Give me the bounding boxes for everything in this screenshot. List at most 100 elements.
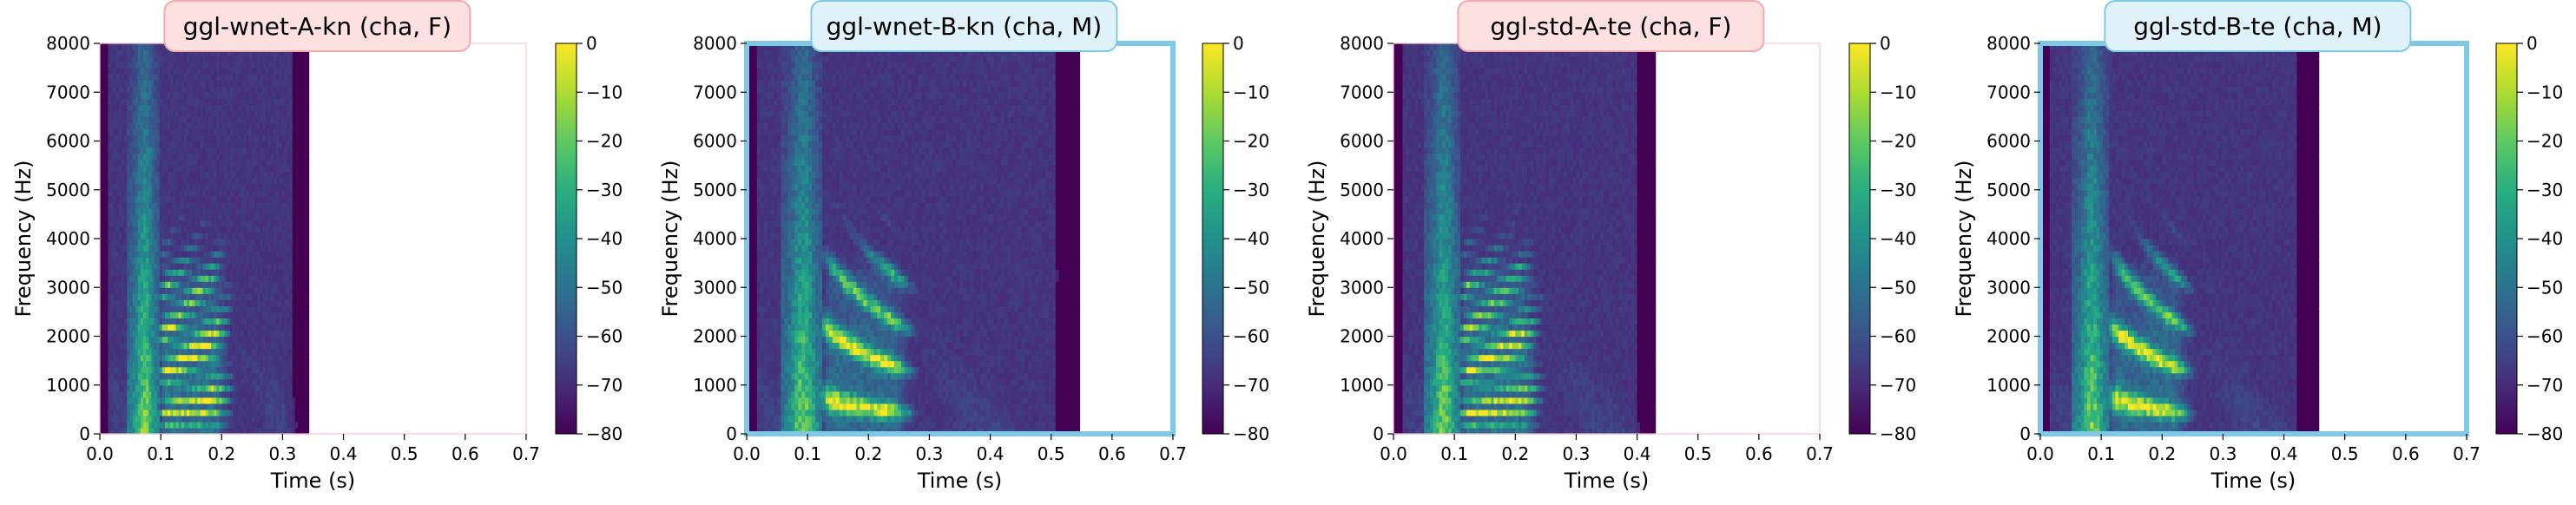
colorbar-tick-label: −20 <box>1233 131 1269 152</box>
chart-title: ggl-std-A-te (cha, F) <box>1490 12 1731 41</box>
y-tick-label: 7000 <box>693 82 737 102</box>
x-tick-label: 0.6 <box>1745 443 1773 464</box>
x-axis-label: Time (s) <box>2210 469 2296 493</box>
x-axis-label: Time (s) <box>270 469 356 493</box>
chart-title: ggl-wnet-B-kn (cha, M) <box>827 12 1103 41</box>
y-axis-label: Frequency (Hz) <box>11 161 36 318</box>
y-tick-label: 6000 <box>46 131 90 152</box>
y-tick-label: 5000 <box>1340 180 1384 200</box>
x-tick-label: 0.4 <box>2270 443 2298 464</box>
x-tick-label: 0.3 <box>2210 443 2237 464</box>
x-tick-label: 0.5 <box>1684 443 1712 464</box>
x-tick-label: 0.2 <box>1501 443 1529 464</box>
colorbar-tick-label: −40 <box>2527 228 2563 249</box>
y-axis-label: Frequency (Hz) <box>1305 161 1329 318</box>
colorbar-tick-label: −60 <box>1880 326 1916 347</box>
y-tick-label: 7000 <box>1340 82 1384 102</box>
spectrogram-cells <box>1393 43 1656 435</box>
chart-title: ggl-wnet-A-kn (cha, F) <box>183 12 451 41</box>
x-tick-label: 0.2 <box>854 443 882 464</box>
colorbar <box>1849 43 1870 434</box>
y-tick-label: 1000 <box>1340 375 1384 396</box>
x-tick-label: 0.7 <box>512 443 540 464</box>
colorbar-tick-label: −10 <box>1880 82 1916 102</box>
y-tick-label: 3000 <box>1340 277 1384 298</box>
colorbar-tick-label: 0 <box>586 33 597 54</box>
x-tick-label: 0.1 <box>2087 443 2115 464</box>
colorbar-tick-label: −80 <box>1233 423 1269 444</box>
x-tick-label: 0.7 <box>1159 443 1187 464</box>
y-tick-label: 7000 <box>46 82 90 102</box>
x-tick-label: 0.5 <box>391 443 418 464</box>
colorbar-tick-label: −80 <box>1880 423 1916 444</box>
y-tick-label: 6000 <box>1340 131 1384 152</box>
y-tick-label: 0 <box>1373 423 1384 444</box>
colorbar-tick-label: −10 <box>2527 82 2563 102</box>
colorbar-tick-label: −60 <box>1233 326 1269 347</box>
colorbar-tick-label: −70 <box>586 375 623 396</box>
colorbar-tick-label: −80 <box>586 423 623 444</box>
y-tick-label: 8000 <box>1340 33 1384 54</box>
x-tick-label: 0.6 <box>451 443 479 464</box>
y-tick-label: 6000 <box>693 131 737 152</box>
colorbar-tick-label: −50 <box>586 277 623 298</box>
colorbar-tick-label: −30 <box>2527 180 2563 200</box>
y-tick-label: 4000 <box>1340 228 1384 249</box>
colorbar-tick-label: −80 <box>2527 423 2563 444</box>
y-tick-label: 6000 <box>1986 131 2031 152</box>
colorbar-tick-label: 0 <box>2527 33 2538 54</box>
x-tick-label: 0.3 <box>269 443 297 464</box>
x-tick-label: 0.7 <box>2453 443 2480 464</box>
x-tick-label: 0.0 <box>86 443 114 464</box>
spectrogram-panel: 0.0 0.1 0.2 0.3 0.4 0.5 0.6 0.70100020003000400… <box>1952 1 2563 493</box>
colorbar-tick-label: −50 <box>1880 277 1916 298</box>
y-tick-label: 8000 <box>1986 33 2031 54</box>
colorbar-tick-label: −10 <box>1233 82 1269 102</box>
colorbar-tick-label: −60 <box>586 326 623 347</box>
colorbar-tick-label: −20 <box>1880 131 1916 152</box>
x-tick-label: 0.5 <box>2331 443 2359 464</box>
x-tick-label: 0.2 <box>208 443 235 464</box>
y-axis-label: Frequency (Hz) <box>658 161 682 318</box>
y-axis-label: Frequency (Hz) <box>1952 161 1976 318</box>
x-tick-label: 0.1 <box>794 443 821 464</box>
y-tick-label: 3000 <box>1986 277 2031 298</box>
x-tick-label: 0.4 <box>1624 443 1651 464</box>
x-tick-label: 0.1 <box>147 443 175 464</box>
spectrogram-cells <box>747 43 1080 435</box>
y-tick-label: 3000 <box>46 277 90 298</box>
colorbar-tick-label: −70 <box>2527 375 2563 396</box>
y-tick-label: 4000 <box>693 228 737 249</box>
y-tick-label: 0 <box>79 423 90 444</box>
x-tick-label: 0.0 <box>2026 443 2054 464</box>
colorbar <box>2496 43 2517 434</box>
colorbar-tick-label: −40 <box>1880 228 1916 249</box>
y-tick-label: 4000 <box>46 228 90 249</box>
y-tick-label: 5000 <box>1986 180 2031 200</box>
y-tick-label: 0 <box>726 423 737 444</box>
y-tick-label: 5000 <box>693 180 737 200</box>
x-axis-label: Time (s) <box>1564 469 1650 493</box>
x-tick-label: 0.4 <box>330 443 358 464</box>
x-tick-label: 0.2 <box>2148 443 2176 464</box>
x-tick-label: 0.3 <box>916 443 944 464</box>
y-tick-label: 2000 <box>1340 326 1384 347</box>
chart-title: ggl-std-B-te (cha, M) <box>2133 12 2382 41</box>
y-tick-label: 2000 <box>46 326 90 347</box>
colorbar-tick-label: −30 <box>1233 180 1269 200</box>
colorbar-tick-label: −70 <box>1233 375 1269 396</box>
spectrogram-panel: 0.0 0.1 0.2 0.3 0.4 0.5 0.6 0.70100020003000400… <box>11 1 623 493</box>
colorbar <box>556 43 576 434</box>
x-axis-label: Time (s) <box>917 469 1003 493</box>
colorbar-tick-label: −20 <box>2527 131 2563 152</box>
colorbar-tick-label: −50 <box>2527 277 2563 298</box>
y-tick-label: 7000 <box>1986 82 2031 102</box>
colorbar-tick-label: 0 <box>1233 33 1244 54</box>
x-tick-label: 0.0 <box>1380 443 1407 464</box>
y-tick-label: 2000 <box>693 326 737 347</box>
spectrogram-cells <box>2040 43 2319 435</box>
colorbar-tick-label: −70 <box>1880 375 1916 396</box>
x-tick-label: 0.0 <box>733 443 761 464</box>
y-tick-label: 8000 <box>46 33 90 54</box>
